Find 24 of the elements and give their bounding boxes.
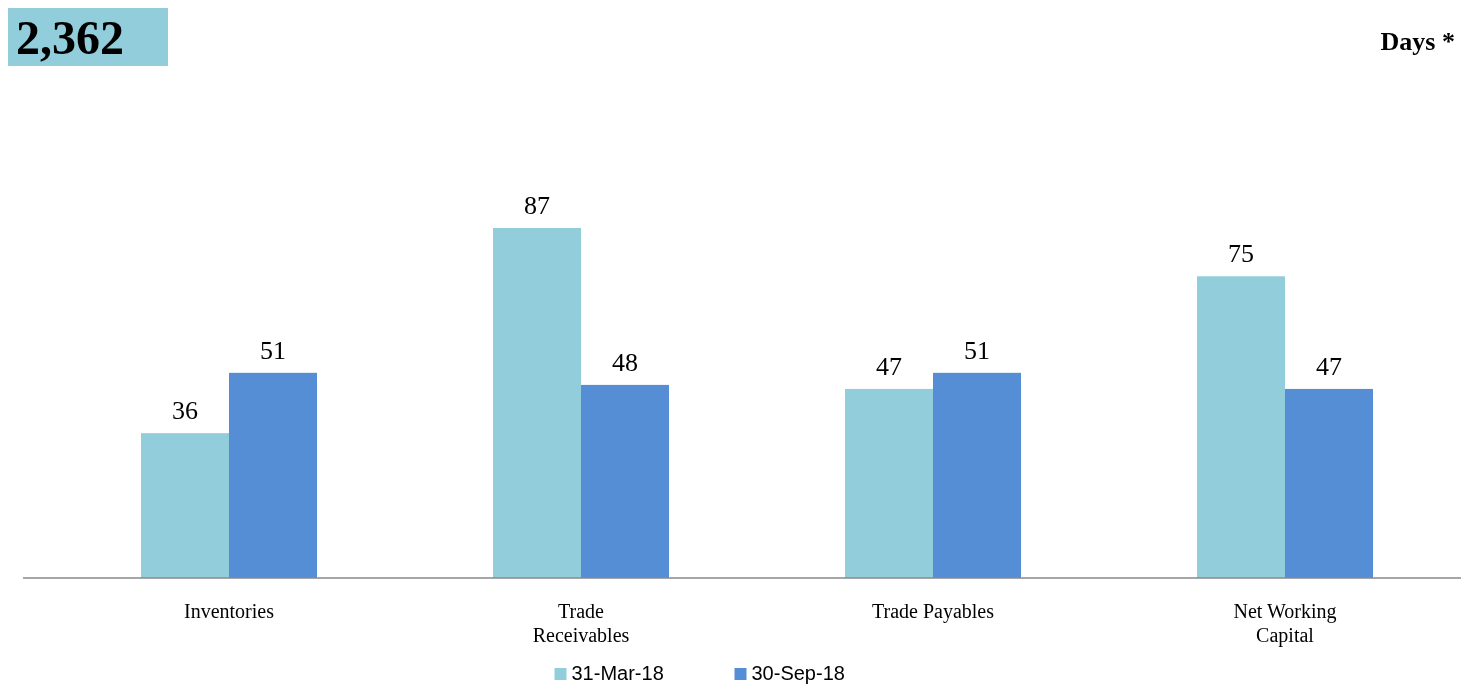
data-label: 87 xyxy=(524,191,550,220)
bar xyxy=(141,433,229,578)
data-label: 51 xyxy=(964,335,990,365)
x-tick-label: Trade Receivables xyxy=(532,600,630,646)
data-label: 48 xyxy=(612,347,638,377)
bar xyxy=(933,372,1021,578)
data-label: 51 xyxy=(260,335,286,365)
data-label: 75 xyxy=(1228,239,1254,269)
bar xyxy=(845,388,933,578)
x-tick-label: Trade Payables xyxy=(871,600,995,623)
bar xyxy=(493,228,581,578)
bar xyxy=(229,372,317,578)
legend-label: 30-Sep-18 xyxy=(751,662,845,684)
x-tick-label: Net Working Capital xyxy=(1233,600,1337,647)
data-label: 36 xyxy=(172,396,198,426)
chart-title: 2,362 xyxy=(16,11,124,64)
bar xyxy=(1197,276,1285,578)
data-label: 47 xyxy=(1316,351,1342,381)
legend-label: 31-Mar-18 xyxy=(571,662,664,684)
chart-subtitle: Days * xyxy=(1380,27,1455,56)
bar xyxy=(581,384,669,578)
bar xyxy=(1285,388,1373,578)
x-tick-label: Inventories xyxy=(184,600,275,622)
data-label: 47 xyxy=(876,351,902,381)
